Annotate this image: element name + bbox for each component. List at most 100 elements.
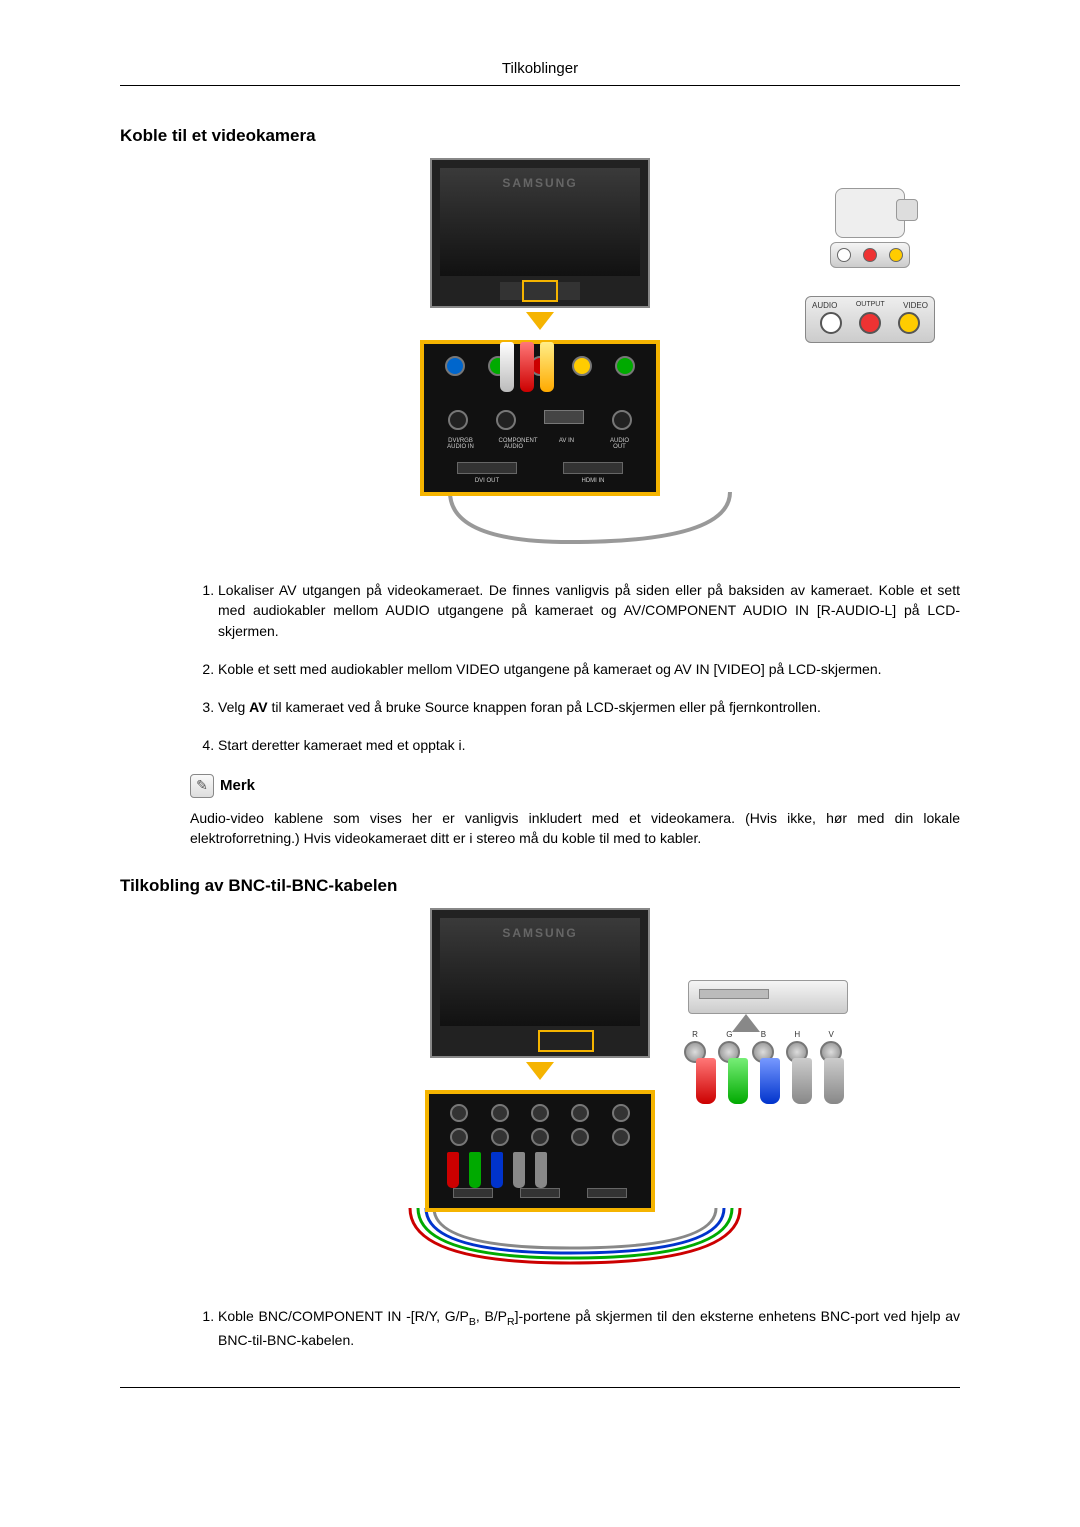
footer-rule (120, 1387, 960, 1388)
subscript: R (507, 1316, 515, 1328)
bnc-port (450, 1104, 468, 1122)
step-item: Koble BNC/COMPONENT IN -[R/Y, G/PB, B/PR… (218, 1306, 960, 1350)
panel2-slot (520, 1188, 560, 1198)
step-text: til kameraet ved å bruke Source knappen … (268, 699, 821, 715)
mini-plug-grey (535, 1152, 547, 1188)
inserted-plugs (500, 342, 554, 392)
bnc-label: H (794, 1030, 800, 1039)
bnc-port (531, 1104, 549, 1122)
jack-yellow (889, 248, 903, 262)
tv-logo: SAMSUNG (502, 176, 577, 190)
output-label-audio: AUDIO (812, 301, 837, 310)
camcorder-output-jacks (830, 242, 910, 268)
step-item: Velg AV til kameraet ved å bruke Source … (218, 697, 960, 717)
port-green-2 (615, 356, 635, 376)
step-text: Koble BNC/COMPONENT IN -[R/Y, G/P (218, 1308, 469, 1324)
bnc-port (531, 1128, 549, 1146)
step-item: Lokaliser AV utgangen på videokameraet. … (218, 580, 960, 641)
header-title: Tilkoblinger (502, 60, 578, 77)
port-blue (445, 356, 465, 376)
section1-steps: Lokaliser AV utgangen på videokameraet. … (190, 580, 960, 756)
tv-logo-2: SAMSUNG (502, 926, 577, 940)
slot-dvi (457, 462, 517, 474)
bnc-port (571, 1128, 589, 1146)
panel2-slot (453, 1188, 493, 1198)
output-jack-yellow (898, 312, 920, 334)
device-tray (699, 989, 769, 999)
mini-plug-green (469, 1152, 481, 1188)
note-label: Merk (220, 777, 255, 794)
step-text: Velg (218, 699, 249, 715)
camcorder: AUDIO OUTPUT VIDEO (790, 188, 950, 343)
jack-white (837, 248, 851, 262)
tv-highlight-box (522, 280, 558, 302)
note-icon: ✎ (190, 774, 214, 798)
rear-panel-1: DVI/RGB AUDIO IN COMPONENT AUDIO AV IN A… (420, 340, 660, 496)
panel-label: AUDIO OUT (605, 438, 635, 450)
section2-steps: Koble BNC/COMPONENT IN -[R/Y, G/PB, B/PR… (190, 1306, 960, 1350)
bnc-label: B (761, 1030, 766, 1039)
slot-label: HDMI IN (563, 478, 623, 484)
panel-label: COMPONENT AUDIO (499, 438, 529, 450)
section1-content: Lokaliser AV utgangen på videokameraet. … (190, 580, 960, 848)
output-jack-red (859, 312, 881, 334)
jack-red (863, 248, 877, 262)
tv-monitor-2: SAMSUNG R G B H V (430, 908, 650, 1058)
bnc-port (491, 1104, 509, 1122)
note-header: ✎ Merk (190, 774, 960, 798)
plug-white (500, 342, 514, 392)
bnc-plug-red (696, 1058, 716, 1104)
output-panel: AUDIO OUTPUT VIDEO (805, 296, 935, 343)
section2-content: Koble BNC/COMPONENT IN -[R/Y, G/PB, B/PR… (190, 1306, 960, 1350)
bnc-label: V (828, 1030, 833, 1039)
panel2-plugs (447, 1152, 547, 1188)
bnc-label: R (692, 1030, 698, 1039)
step-item: Start deretter kameraet med et opptak i. (218, 735, 960, 755)
bnc-plug-grey (792, 1058, 812, 1104)
diagram-1: SAMSUNG AUDIO OUTPUT VIDEO (120, 158, 960, 552)
panel2-slot (587, 1188, 627, 1198)
cable-svg-2 (300, 1208, 780, 1278)
external-device (688, 980, 848, 1014)
plug-yellow (540, 342, 554, 392)
plug-red (520, 342, 534, 392)
bnc-plug-green (728, 1058, 748, 1104)
section2-title: Tilkobling av BNC-til-BNC-kabelen (120, 876, 960, 896)
bnc-plugs (692, 1058, 844, 1104)
tv-monitor: SAMSUNG (430, 158, 650, 308)
note-text: Audio-video kablene som vises her er van… (190, 808, 960, 849)
bnc-label: G (726, 1030, 732, 1039)
tv-highlight-box-2 (538, 1030, 594, 1052)
page-header: Tilkoblinger (120, 60, 960, 86)
bnc-port (612, 1128, 630, 1146)
bnc-plug-blue (760, 1058, 780, 1104)
bnc-port (612, 1104, 630, 1122)
slot-label: DVI OUT (457, 478, 517, 484)
port-wide (544, 410, 584, 424)
section1-title: Koble til et videokamera (120, 126, 960, 146)
arrow-down-icon (526, 312, 554, 330)
port-generic (448, 410, 468, 430)
output-label-video: VIDEO (903, 301, 928, 310)
mini-plug-grey (513, 1152, 525, 1188)
cable-svg (310, 492, 770, 552)
port-generic (612, 410, 632, 430)
bnc-port (450, 1128, 468, 1146)
step-bold: AV (249, 699, 267, 715)
bnc-plug-grey (824, 1058, 844, 1104)
mini-plug-blue (491, 1152, 503, 1188)
bnc-port (491, 1128, 509, 1146)
port-yellow (572, 356, 592, 376)
camcorder-body (835, 188, 905, 238)
output-label-top: OUTPUT (837, 301, 903, 310)
output-jack-white (820, 312, 842, 334)
panel-label: AV IN (552, 438, 582, 450)
diagram-2: SAMSUNG R G B H V (120, 908, 960, 1278)
step-item: Koble et sett med audiokabler mellom VID… (218, 659, 960, 679)
slot-hdmi (563, 462, 623, 474)
mini-plug-red (447, 1152, 459, 1188)
bnc-port (571, 1104, 589, 1122)
panel-label: DVI/RGB AUDIO IN (446, 438, 476, 450)
rear-panel-2 (425, 1090, 655, 1212)
subscript: B (469, 1316, 476, 1328)
